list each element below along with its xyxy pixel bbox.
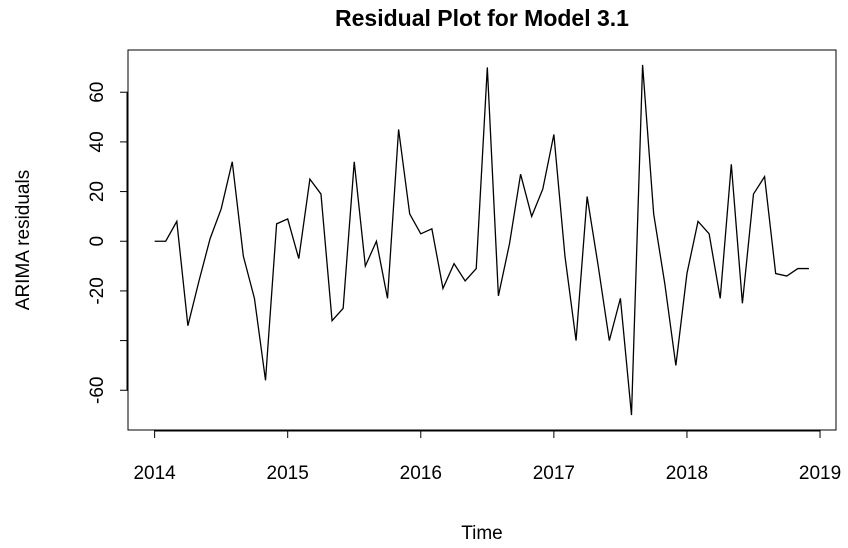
x-tick-label: 2019 xyxy=(799,463,841,484)
y-tick-label: -60 xyxy=(87,377,108,404)
chart-title: Residual Plot for Model 3.1 xyxy=(335,5,629,31)
y-tick-label: -20 xyxy=(87,277,108,304)
x-tick-label: 2017 xyxy=(533,463,575,484)
x-tick-label: 2014 xyxy=(133,463,176,484)
x-tick-label: 2018 xyxy=(666,463,708,484)
y-tick-label: 60 xyxy=(87,82,108,103)
y-tick-label: 40 xyxy=(87,131,108,152)
y-axis-label: ARIMA residuals xyxy=(13,170,34,310)
x-axis-label: Time xyxy=(461,523,503,544)
x-tick-label: 2015 xyxy=(267,463,309,484)
y-tick-label: 0 xyxy=(87,236,108,247)
y-tick-label: 20 xyxy=(87,181,108,202)
series-line xyxy=(154,64,809,416)
x-tick-label: 2016 xyxy=(400,463,442,484)
plot-box xyxy=(127,49,837,431)
